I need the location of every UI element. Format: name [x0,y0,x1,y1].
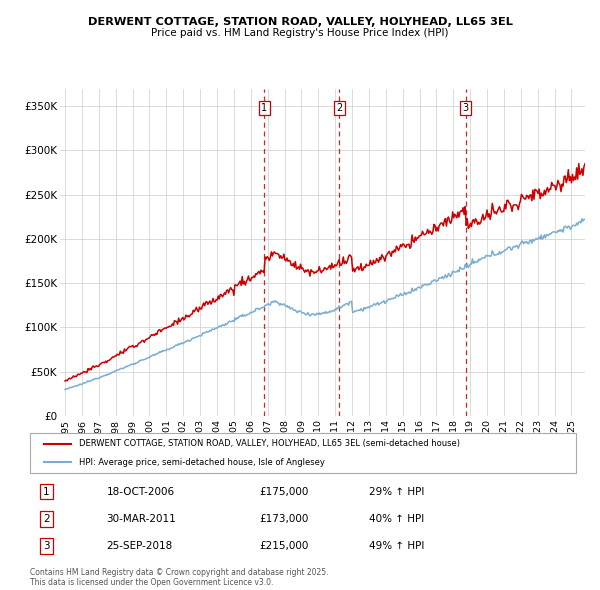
Text: 30-MAR-2011: 30-MAR-2011 [106,514,176,524]
Text: 2: 2 [336,103,343,113]
Text: 2: 2 [43,514,50,524]
Text: Price paid vs. HM Land Registry's House Price Index (HPI): Price paid vs. HM Land Registry's House … [151,28,449,38]
Text: 18-OCT-2006: 18-OCT-2006 [106,487,175,497]
Text: £173,000: £173,000 [259,514,308,524]
Text: £215,000: £215,000 [259,541,308,551]
Text: Contains HM Land Registry data © Crown copyright and database right 2025.
This d: Contains HM Land Registry data © Crown c… [30,568,329,587]
Text: 25-SEP-2018: 25-SEP-2018 [106,541,173,551]
Text: DERWENT COTTAGE, STATION ROAD, VALLEY, HOLYHEAD, LL65 3EL (semi-detached house): DERWENT COTTAGE, STATION ROAD, VALLEY, H… [79,440,460,448]
FancyBboxPatch shape [30,433,576,473]
Text: 29% ↑ HPI: 29% ↑ HPI [368,487,424,497]
Text: 3: 3 [43,541,50,551]
Text: DERWENT COTTAGE, STATION ROAD, VALLEY, HOLYHEAD, LL65 3EL: DERWENT COTTAGE, STATION ROAD, VALLEY, H… [88,17,512,27]
Text: HPI: Average price, semi-detached house, Isle of Anglesey: HPI: Average price, semi-detached house,… [79,458,325,467]
Text: £175,000: £175,000 [259,487,308,497]
Text: 3: 3 [463,103,469,113]
Text: 40% ↑ HPI: 40% ↑ HPI [368,514,424,524]
Text: 1: 1 [261,103,268,113]
Text: 1: 1 [43,487,50,497]
Text: 49% ↑ HPI: 49% ↑ HPI [368,541,424,551]
